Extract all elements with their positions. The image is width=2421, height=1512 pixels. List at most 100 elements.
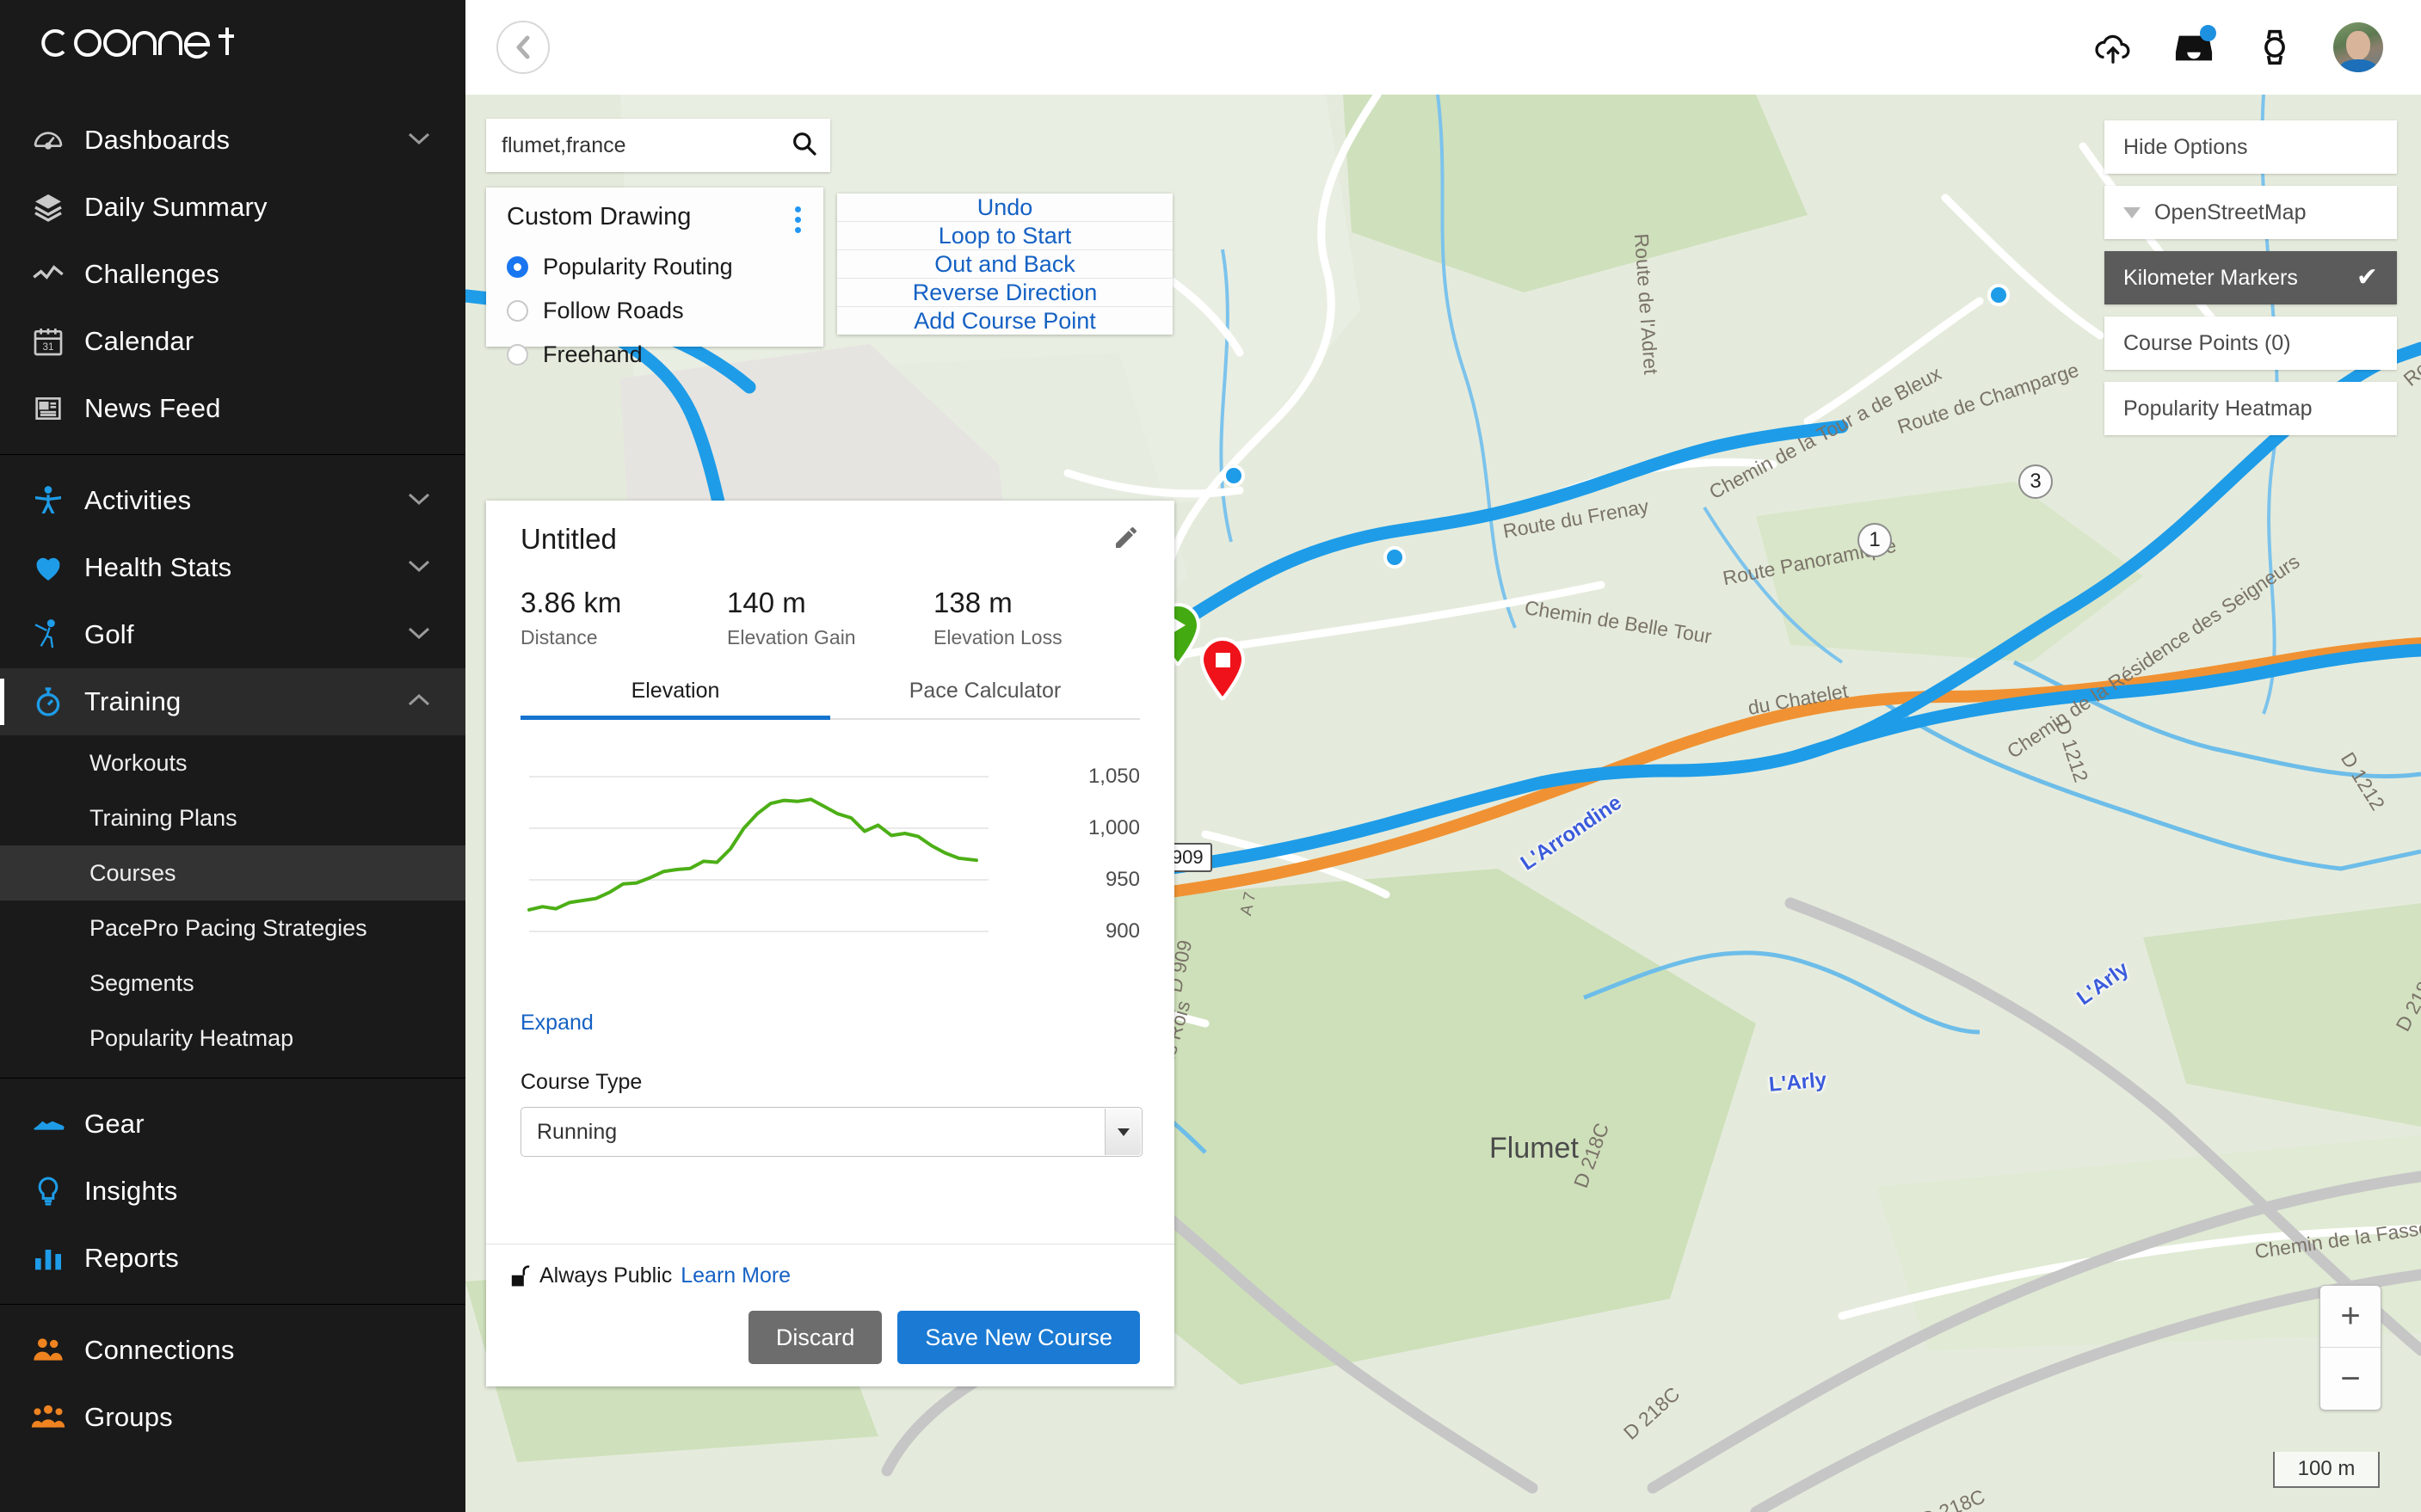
popularity-heatmap-toggle[interactable]: Popularity Heatmap — [2104, 382, 2397, 435]
basemap-selector[interactable]: OpenStreetMap — [2104, 186, 2397, 239]
privacy-label: Always Public — [539, 1263, 673, 1288]
sidebar: Dashboards Daily Summary — [0, 0, 465, 1512]
sidebar-subitem-label: Courses — [89, 859, 176, 886]
sidebar-item-activities[interactable]: Activities — [0, 467, 465, 534]
open-lock-icon — [510, 1264, 531, 1288]
nav-group-primary: Dashboards Daily Summary — [0, 95, 465, 454]
menu-item-undo[interactable]: Undo — [837, 194, 1173, 222]
brand-logo[interactable] — [0, 0, 465, 95]
stat-label: Distance — [521, 626, 598, 648]
stat-label: Elevation Loss — [933, 626, 1063, 648]
search-input[interactable] — [502, 132, 791, 158]
gauge-icon — [31, 123, 84, 157]
radio-popularity-routing[interactable]: Popularity Routing — [507, 254, 804, 280]
discard-button[interactable]: Discard — [748, 1311, 883, 1364]
runner-icon — [31, 483, 84, 518]
nav-group-tools: Gear Insights Reports — [0, 1078, 465, 1304]
map-zoom-controls: + − — [2319, 1285, 2381, 1411]
sidebar-item-segments[interactable]: Segments — [0, 956, 465, 1011]
course-title-row: Untitled — [521, 523, 1140, 556]
sidebar-item-label: Gear — [84, 1109, 145, 1139]
sidebar-item-daily-summary[interactable]: Daily Summary — [0, 174, 465, 241]
stat-distance: 3.86 km Distance — [521, 587, 727, 649]
radio-freehand[interactable]: Freehand — [507, 341, 804, 368]
inbox-icon[interactable] — [2172, 25, 2216, 70]
sidebar-item-label: News Feed — [84, 393, 221, 423]
sidebar-item-training-plans[interactable]: Training Plans — [0, 790, 465, 845]
sidebar-item-insights[interactable]: Insights — [0, 1158, 465, 1225]
route-vertex[interactable] — [1223, 464, 1245, 487]
sidebar-item-reports[interactable]: Reports — [0, 1225, 465, 1292]
chevron-down-icon — [407, 558, 431, 578]
search-icon[interactable] — [791, 130, 818, 162]
course-points-button[interactable]: Course Points (0) — [2104, 317, 2397, 370]
back-button[interactable] — [496, 21, 550, 74]
nav-group-fitness: Activities Health Stats — [0, 454, 465, 1078]
sidebar-item-news-feed[interactable]: News Feed — [0, 375, 465, 442]
map-search-box[interactable] — [486, 119, 830, 172]
sidebar-subitem-label: Workouts — [89, 749, 188, 776]
stat-elevation-gain: 140 m Elevation Gain — [727, 587, 933, 649]
zoom-out-button[interactable]: − — [2340, 1359, 2361, 1398]
cloud-upload-icon[interactable] — [2091, 25, 2135, 70]
sidebar-item-calendar[interactable]: 31 Calendar — [0, 308, 465, 375]
menu-item-loop-to-start[interactable]: Loop to Start — [837, 222, 1173, 250]
lightbulb-icon — [31, 1174, 84, 1208]
learn-more-link[interactable]: Learn More — [681, 1263, 792, 1288]
avatar[interactable] — [2333, 22, 2383, 72]
sidebar-item-courses[interactable]: Courses — [0, 845, 465, 900]
pencil-icon[interactable] — [1112, 524, 1140, 556]
elevation-chart-y-axis: 900 950 1,000 1,050 — [1061, 739, 1140, 997]
y-tick-label: 950 — [1105, 868, 1140, 891]
chevron-down-icon — [407, 625, 431, 645]
sidebar-item-dashboards[interactable]: Dashboards — [0, 107, 465, 174]
save-new-course-button[interactable]: Save New Course — [897, 1311, 1140, 1364]
bar-chart-icon — [31, 1241, 84, 1275]
sidebar-item-label: Dashboards — [84, 125, 231, 155]
newspaper-icon — [31, 391, 84, 426]
sidebar-item-label: Groups — [84, 1402, 173, 1432]
sidebar-item-challenges[interactable]: Challenges — [0, 241, 465, 308]
map-scale-bar: 100 m — [2273, 1452, 2380, 1488]
km-marker-1: 1 — [1857, 523, 1892, 557]
course-stats: 3.86 km Distance 140 m Elevation Gain 13… — [521, 587, 1140, 649]
tab-pace-calculator[interactable]: Pace Calculator — [909, 679, 1062, 703]
menu-item-out-and-back[interactable]: Out and Back — [837, 250, 1173, 279]
y-tick-label: 900 — [1105, 919, 1140, 943]
sidebar-item-gear[interactable]: Gear — [0, 1091, 465, 1158]
sidebar-item-golf[interactable]: Golf — [0, 601, 465, 668]
sidebar-item-label: Connections — [84, 1335, 235, 1365]
course-type-select[interactable]: Running — [521, 1107, 1143, 1157]
sidebar-item-popularity-heatmap[interactable]: Popularity Heatmap — [0, 1011, 465, 1066]
route-vertex[interactable] — [1987, 284, 2010, 306]
calendar-icon: 31 — [31, 324, 84, 359]
connect-wordmark-icon — [41, 28, 234, 59]
expand-chart-link[interactable]: Expand — [521, 1011, 594, 1035]
radio-label: Popularity Routing — [543, 254, 733, 280]
sidebar-item-health-stats[interactable]: Health Stats — [0, 534, 465, 601]
finish-pin[interactable] — [1198, 636, 1247, 700]
radio-selected-icon — [507, 256, 528, 278]
zoom-in-button[interactable]: + — [2320, 1286, 2381, 1348]
sidebar-item-connections[interactable]: Connections — [0, 1317, 465, 1384]
route-vertex[interactable] — [1383, 546, 1406, 569]
option-label: OpenStreetMap — [2154, 200, 2307, 224]
triangle-down-icon — [2123, 206, 2141, 218]
hide-options-button[interactable]: Hide Options — [2104, 120, 2397, 174]
kebab-menu-icon[interactable] — [792, 203, 804, 237]
menu-item-add-course-point[interactable]: Add Course Point — [914, 307, 1096, 334]
sidebar-item-training[interactable]: Training — [0, 668, 465, 735]
sidebar-item-workouts[interactable]: Workouts — [0, 735, 465, 790]
kilometer-markers-toggle[interactable]: Kilometer Markers ✔ — [2104, 251, 2397, 304]
tab-elevation[interactable]: Elevation — [631, 679, 720, 703]
menu-item-reverse-direction[interactable]: Reverse Direction — [837, 279, 1173, 307]
map-canvas[interactable]: Route de l'Adret Route du Frenay Route d… — [465, 95, 2421, 1512]
watch-icon[interactable] — [2252, 25, 2297, 70]
two-people-icon — [31, 1333, 84, 1368]
radio-follow-roads[interactable]: Follow Roads — [507, 298, 804, 324]
custom-drawing-header: Custom Drawing — [507, 203, 804, 237]
sidebar-item-pacepro[interactable]: PacePro Pacing Strategies — [0, 900, 465, 956]
sidebar-item-label: Daily Summary — [84, 192, 268, 222]
sidebar-subitem-label: Training Plans — [89, 804, 237, 831]
sidebar-item-groups[interactable]: Groups — [0, 1384, 465, 1451]
